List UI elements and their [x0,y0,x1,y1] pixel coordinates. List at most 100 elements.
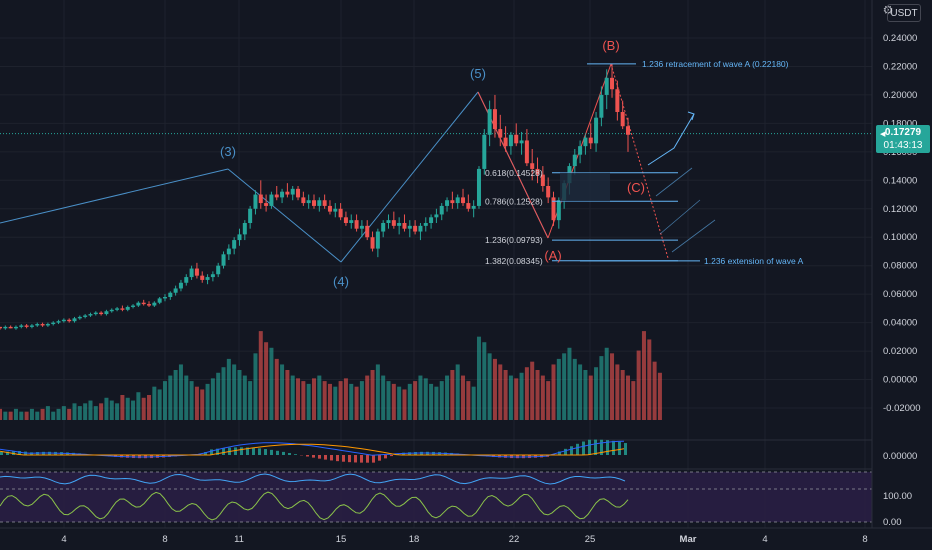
candle-body [88,314,93,316]
candle-body [487,109,492,135]
volume-bar [77,406,82,420]
macd-histogram-bar [594,439,597,455]
price-tick-label: 0.22000 [883,61,917,72]
volume-bar [551,364,556,420]
volume-bar [546,381,551,420]
candle-body [178,282,183,289]
volume-bar [338,381,343,420]
macd-histogram-bar [570,446,573,455]
macd-histogram-bar [384,455,387,459]
fib-label: 0.618(0.14528) [485,168,543,178]
price-tick-label: 0.20000 [883,90,917,101]
candle-body [418,225,423,232]
wave-line-c [610,63,669,259]
wave-line [340,91,479,263]
volume-bar [136,392,141,420]
macd-histogram-bar [240,447,243,455]
volume-bar [280,364,285,420]
macd-histogram-bar [336,455,339,462]
candle-body [434,214,439,218]
candle-body [280,191,285,198]
volume-bar [205,383,210,420]
volume-bar [3,411,8,420]
volume-bar [508,375,513,420]
time-tick-label: 25 [585,534,596,545]
volume-bar [253,353,258,420]
candle-body [476,168,481,206]
candle-body [391,220,396,226]
volume-bar [317,375,322,420]
macd-histogram-bar [624,443,627,455]
macd-histogram-bar [210,449,213,455]
volume-bar [83,403,88,420]
oscillator-tick-label: 0.00 [883,517,902,528]
volume-bar [312,378,316,420]
candle-body [61,319,66,322]
candle-body [508,134,513,147]
fib-label: 1.382(0.08345) [485,256,543,266]
candle-body [620,112,625,127]
oscillator-band [0,472,872,522]
time-tick-label: 22 [509,534,520,545]
candle-body [338,208,343,218]
volume-bar [120,395,125,420]
time-tick-label: 18 [409,534,420,545]
volume-bar [232,364,237,420]
volume-bar [56,408,61,420]
candle-body [93,312,98,315]
volume-bar [450,370,455,420]
macd-histogram-bar [18,451,21,455]
signal-line [0,443,625,456]
volume-bar [141,397,146,420]
extension-label: 1.236 extension of wave A [704,256,804,266]
volume-bar [194,386,199,420]
candle-body [168,292,173,297]
candle-body [115,308,120,310]
fib-label: 1.236(0.09793) [485,235,543,245]
candle-body [530,163,535,169]
time-tick-label: 4 [61,534,66,545]
volume-bar [423,378,428,420]
candle-body [24,325,29,327]
volume-bar [487,353,492,420]
macd-histogram-bar [576,443,579,455]
candle-body [503,137,508,147]
volume-bar [19,411,24,420]
volume-bar [221,367,226,420]
candle-body [349,220,354,223]
currency-selector[interactable]: USDT [887,4,921,22]
macd-histogram-bar [264,449,267,455]
candle-body [35,324,40,326]
candle-body [104,311,109,315]
candle-body [578,146,583,155]
candle-body [40,324,45,326]
volume-bar [599,356,604,420]
macd-histogram-bar [282,451,285,455]
candle-body [51,322,56,325]
triangle-left-icon: ◀ [880,131,886,138]
candle-body [370,237,375,249]
volume-bar [99,403,104,420]
fib-zone [560,172,610,202]
volume-bar [402,389,407,420]
candle-body [157,298,162,303]
volume-bar [482,342,487,420]
volume-bar [189,381,194,420]
current-price-label: ◀ 0.17279 01:43:13 [876,125,930,153]
volume-bar [652,361,657,420]
volume-bar [413,381,418,420]
candle-body [546,186,551,198]
volume-bar [429,383,434,420]
time-tick-label: Mar [680,534,697,545]
volume-bar [476,336,481,420]
candle-body [248,208,253,223]
candle-body [588,137,593,144]
candle-body [604,77,609,95]
wave-label: (5) [470,66,486,81]
volume-bar [67,408,72,420]
macd-histogram-bar [270,449,273,455]
candle-body [471,205,476,209]
volume-bar [349,383,354,420]
volume-bar [45,406,50,420]
